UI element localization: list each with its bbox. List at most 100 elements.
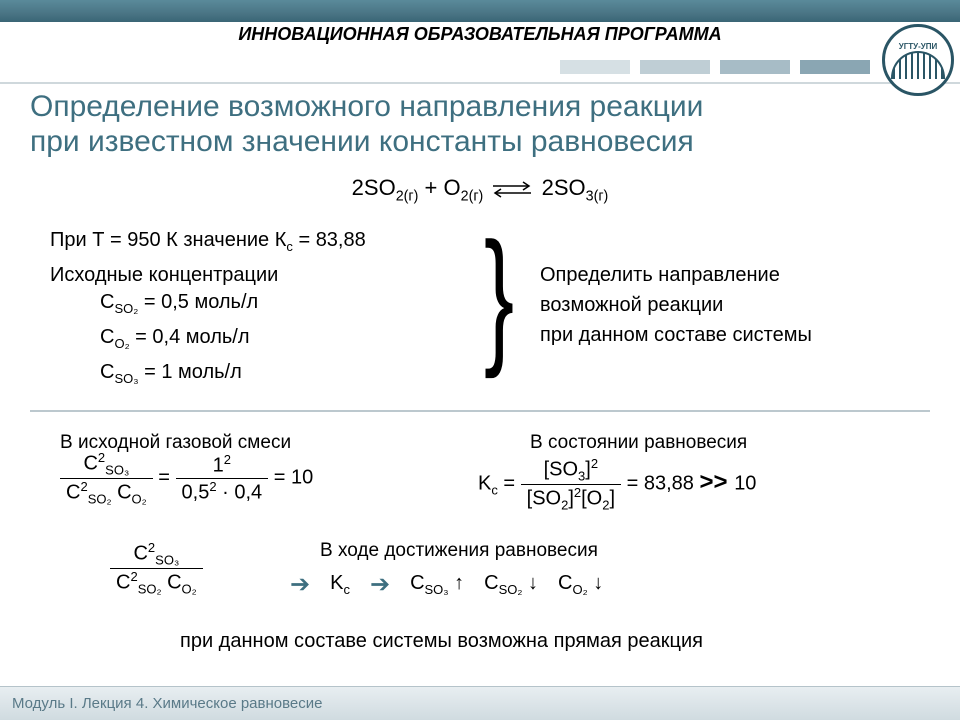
logo-text: УГТУ-УПИ — [899, 42, 938, 51]
q-result: 10 — [291, 466, 313, 488]
logo-building-icon — [891, 51, 945, 79]
t: [O — [581, 487, 602, 509]
down-arrow-icon: ↓ — [528, 572, 538, 594]
sup: 2 — [209, 479, 216, 494]
dot: · — [222, 481, 229, 503]
temp-value: 950 — [127, 229, 160, 251]
sup: 2 — [130, 569, 137, 584]
sup: 2 — [80, 479, 87, 494]
sub: 2(г) — [396, 188, 419, 204]
n: 0,5 — [182, 481, 210, 503]
coef: 2 — [352, 175, 364, 200]
t: [SO — [544, 459, 578, 481]
accent-seg — [560, 60, 630, 74]
species: SO — [364, 175, 396, 200]
mixture-right-label: В состоянии равновесия — [530, 428, 747, 457]
t: возможной реакции — [540, 294, 723, 316]
t: Определить направление — [540, 264, 780, 286]
sub: SO₂ — [88, 491, 112, 506]
c: С — [116, 571, 130, 593]
c: С — [100, 291, 114, 313]
ratio-expression: С2SO₃ С2SO₂ СO₂ — [110, 540, 203, 596]
progress-row: ➔ Kc ➔ СSO₃ ↑ СSO₂ ↓ СO₂ ↓ — [290, 570, 603, 599]
concentration-list: СSO₂ = 0,5 моль/л СO₂ = 0,4 моль/л СSO₃ … — [100, 285, 258, 390]
c: С — [117, 481, 131, 503]
t: = — [293, 229, 316, 251]
frac: С2SO₃ С2SO₂ СO₂ — [60, 450, 153, 506]
down-arrow-icon: ↓ — [593, 572, 603, 594]
c-o2-change: СO₂ ↓ — [558, 572, 603, 597]
eq: = — [274, 466, 291, 488]
c-so3-change: СSO₃ ↑ — [410, 572, 464, 597]
k: K — [478, 472, 491, 494]
coef: 2 — [542, 175, 554, 200]
eq: = — [627, 472, 644, 494]
sub: O₂ — [182, 581, 197, 596]
footer-bar: Модуль I. Лекция 4. Химическое равновеси… — [0, 686, 960, 720]
val: = 1 моль/л — [139, 361, 242, 383]
q-calculation: С2SO₃ С2SO₂ СO₂ = 12 0,52 · 0,4 = 10 — [60, 450, 313, 506]
sub: O₂ — [132, 491, 147, 506]
kc-value: 83,88 — [316, 229, 366, 251]
t: [SO — [527, 487, 561, 509]
species: O — [444, 175, 461, 200]
progress-label: В ходе достижения равновесия — [320, 540, 598, 562]
temperature-line: При Т = 950 К значение Кс = 83,88 — [50, 225, 366, 257]
slide-title: Определение возможного направления реакц… — [30, 90, 930, 159]
eq: = — [158, 466, 175, 488]
sup: 2 — [591, 456, 598, 471]
logo-badge: УГТУ-УПИ — [882, 24, 954, 96]
c: С — [100, 326, 114, 348]
sub: SO₃ — [155, 553, 179, 568]
n: 1 — [213, 455, 224, 477]
sup: 2 — [224, 452, 231, 467]
frac: [SO3]2 [SO2]2[O2] — [521, 456, 621, 512]
accent-bar — [0, 50, 960, 84]
task-text: Определить направление возможной реакции… — [540, 260, 920, 350]
accent-seg — [720, 60, 790, 74]
n: 0,4 — [234, 481, 262, 503]
ten: 10 — [734, 472, 756, 494]
sub: O₂ — [114, 336, 129, 351]
c: С — [133, 543, 147, 565]
conc-row: СO₂ = 0,4 моль/л — [100, 320, 258, 355]
plus: + — [418, 175, 443, 200]
val: = 0,5 моль/л — [138, 291, 258, 313]
eq: = — [498, 472, 521, 494]
val: = 0,4 моль/л — [130, 326, 250, 348]
c: С — [83, 453, 97, 475]
sub: SO₃ — [105, 463, 129, 478]
k: K — [330, 572, 343, 594]
c: С — [484, 572, 498, 594]
sub: SO₂ — [114, 301, 138, 316]
top-band — [0, 0, 960, 22]
curly-brace-icon: } — [484, 220, 514, 370]
c: С — [167, 571, 181, 593]
sub: SO₂ — [138, 581, 162, 596]
species: SO — [554, 175, 586, 200]
sub: 3(г) — [586, 188, 609, 204]
conclusion-text: при данном составе системы возможна прям… — [180, 630, 703, 653]
sub: SO₃ — [425, 582, 449, 597]
title-line2: при известном значении константы равнове… — [30, 125, 694, 158]
conc-row: СSO₂ = 0,5 моль/л — [100, 285, 258, 320]
t: ] — [609, 487, 615, 509]
accent-seg — [640, 60, 710, 74]
c: С — [558, 572, 572, 594]
conc-row: СSO₃ = 1 моль/л — [100, 355, 258, 390]
sub: 2(г) — [461, 188, 484, 204]
sub: c — [343, 582, 350, 597]
c-so2-change: СSO₂ ↓ — [484, 572, 538, 597]
c: С — [410, 572, 424, 594]
sub: SO₃ — [114, 371, 138, 386]
t: К значение К — [161, 229, 287, 251]
equilibrium-arrows-icon — [489, 180, 535, 198]
t: При Т = — [50, 229, 127, 251]
arrow-icon: ➔ — [370, 570, 390, 599]
c: С — [100, 361, 114, 383]
program-header: ИННОВАЦИОННАЯ ОБРАЗОВАТЕЛЬНАЯ ПРОГРАММА — [0, 24, 960, 45]
t: при данном составе системы — [540, 324, 812, 346]
kc-val: 83,88 — [644, 472, 694, 494]
c: С — [66, 481, 80, 503]
sub: SO₂ — [499, 582, 523, 597]
